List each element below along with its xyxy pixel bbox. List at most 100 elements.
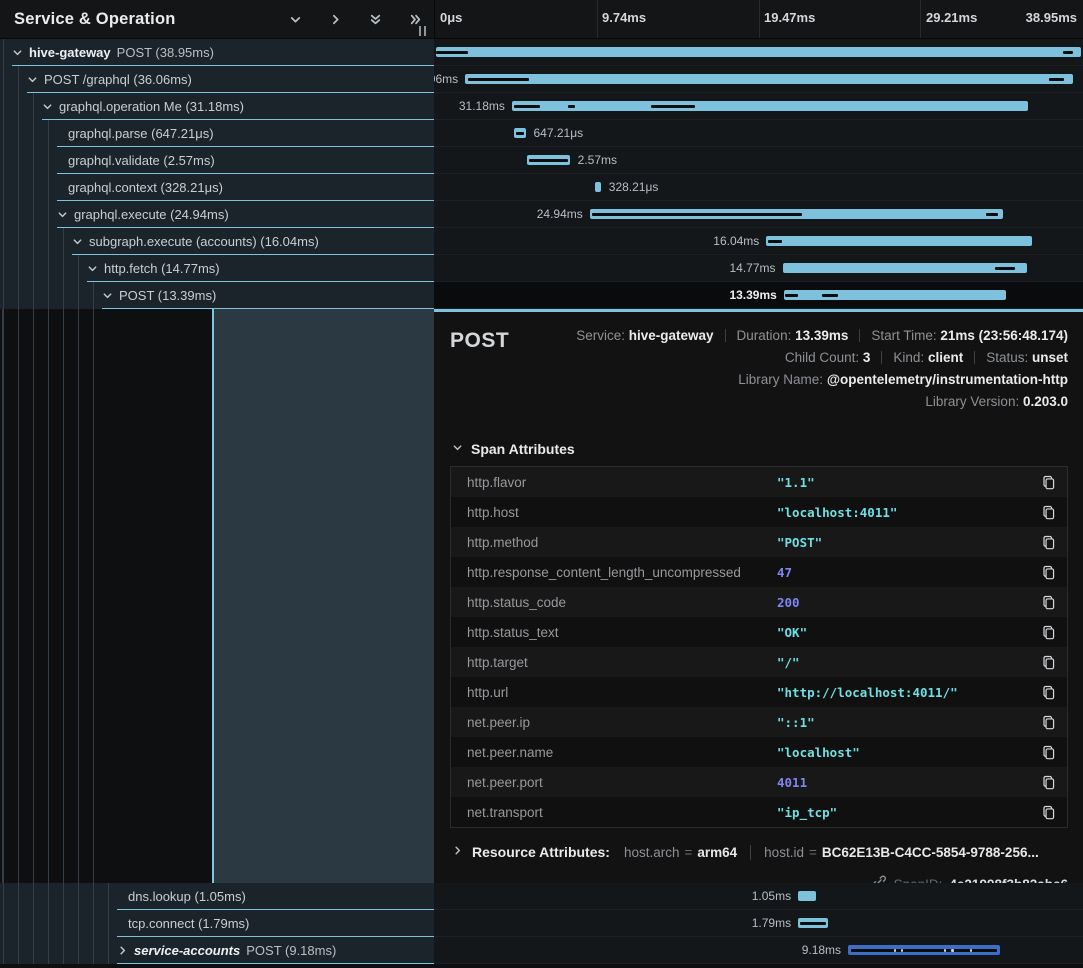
meta-value: unset [1032,350,1068,365]
span-tree-item[interactable]: tcp.connect (1.79ms) [0,910,434,937]
span-tree-item[interactable]: dns.lookup (1.05ms) [0,883,434,910]
indent-guides [0,910,117,937]
span-duration-bar[interactable] [436,47,1081,57]
span-tree-item[interactable]: http.fetch (14.77ms) [0,255,434,282]
span-tree-item[interactable]: POST (13.39ms) [0,282,434,309]
copy-icon[interactable] [1037,711,1059,733]
duration-label: 2.57ms [578,153,617,167]
span-tree-item[interactable]: subgraph.execute (accounts) (16.04ms) [0,228,434,255]
indent-guides [0,255,87,282]
trace-viewer: Service & Operation 0μs9.74ms19.47ms29.2… [0,0,1083,968]
child-span-mark [436,51,468,54]
indent-guides [0,93,42,120]
link-icon[interactable] [872,874,887,883]
span-tree-item[interactable]: POST /graphql (36.06ms) [0,66,434,93]
copy-icon[interactable] [1037,771,1059,793]
copy-icon[interactable] [1037,681,1059,703]
span-timeline-cell[interactable]: 2.57ms [434,147,1083,174]
copy-icon[interactable] [1037,651,1059,673]
attribute-value: 200 [777,595,1037,610]
attribute-value: "localhost" [777,745,1037,760]
span-duration-bar[interactable] [798,891,816,901]
span-duration-bar[interactable] [527,155,570,165]
meta-value: 0.203.0 [1023,394,1068,409]
span-timeline-cell[interactable]: 9.18ms [434,937,1083,964]
expand-one-icon[interactable] [322,6,348,32]
span-duration-bar[interactable] [590,209,1003,219]
attribute-value: "POST" [777,535,1037,550]
copy-icon[interactable] [1037,561,1059,583]
span-label-area: http.fetch (14.77ms) [87,255,434,282]
copy-icon[interactable] [1037,621,1059,643]
span-timeline-cell[interactable] [434,39,1083,66]
attribute-value: "::1" [777,715,1037,730]
span-tree-item[interactable]: service-accountsPOST (9.18ms) [0,937,434,964]
collapse-one-icon[interactable] [282,6,308,32]
chevron-down-icon[interactable] [27,74,38,85]
meta-value: @opentelemetry/instrumentation-http [827,372,1068,387]
indent-guides [0,282,102,309]
span-tree-item[interactable]: graphql.parse (647.21μs) [0,120,434,147]
meta-label: Status: [986,350,1032,365]
attribute-key: net.peer.name [451,745,777,760]
detail-meta-line: Service: hive-gatewayDuration: 13.39msSt… [509,325,1068,347]
attribute-key: net.transport [451,805,777,820]
span-tree-item[interactable]: graphql.execute (24.94ms) [0,201,434,228]
span-label-area: tcp.connect (1.79ms) [117,910,434,937]
operation-name: tcp.connect (1.79ms) [128,916,249,931]
attribute-value: "http://localhost:4011/" [777,685,1037,700]
span-duration-bar[interactable] [784,290,1006,300]
span-tree-item[interactable]: graphql.validate (2.57ms) [0,147,434,174]
attribute-key: net.peer.ip [451,715,777,730]
span-duration-bar[interactable] [848,945,1000,955]
span-duration-bar[interactable] [514,128,525,138]
span-tree-item[interactable]: graphql.operation Me (31.18ms) [0,93,434,120]
span-duration-bar[interactable] [783,263,1028,273]
span-tree-item[interactable]: hive-gatewayPOST (38.95ms) [0,39,434,66]
span-timeline-cell[interactable]: 13.39ms [434,282,1083,309]
copy-icon[interactable] [1037,741,1059,763]
panel-resize-handle[interactable] [419,26,426,36]
attribute-value: "/" [777,655,1037,670]
span-timeline-cell[interactable]: 24.94ms [434,201,1083,228]
operation-name: POST (9.18ms) [246,943,336,958]
resource-attributes-row[interactable]: Resource Attributes: host.arch = arm64 h… [452,843,1068,861]
span-timeline-cell[interactable]: 14.77ms [434,255,1083,282]
span-timeline-cell[interactable]: 647.21μs [434,120,1083,147]
span-timeline-cell[interactable]: 36.06ms [434,66,1083,93]
copy-icon[interactable] [1037,591,1059,613]
chevron-down-icon[interactable] [42,101,53,112]
span-duration-bar[interactable] [465,74,1073,84]
chevron-down-icon[interactable] [72,236,83,247]
span-duration-bar[interactable] [512,101,1029,111]
span-label-area: graphql.parse (647.21μs) [57,120,434,147]
span-timeline-cell[interactable]: 16.04ms [434,228,1083,255]
span-duration-bar[interactable] [595,182,601,192]
copy-icon[interactable] [1037,531,1059,553]
collapse-all-icon[interactable] [362,6,388,32]
chevron-down-icon[interactable] [57,209,68,220]
ruler-tick-label: 9.74ms [602,10,646,25]
copy-icon[interactable] [1037,501,1059,523]
span-row: graphql.execute (24.94ms)24.94ms [0,201,1083,228]
span-tree-item[interactable]: graphql.context (328.21μs) [0,174,434,201]
operation-name: POST /graphql (36.06ms) [44,72,192,87]
span-duration-bar[interactable] [798,918,828,928]
span-timeline-cell[interactable]: 1.79ms [434,910,1083,937]
duration-label: 328.21μs [609,180,659,194]
copy-icon[interactable] [1037,801,1059,823]
chevron-down-icon[interactable] [12,47,23,58]
span-duration-bar[interactable] [766,236,1031,246]
ruler-tick-label: 19.47ms [764,10,815,25]
chevron-right-icon[interactable] [117,945,128,956]
chevron-down-icon[interactable] [102,290,113,301]
meta-label: Child Count: [785,350,863,365]
copy-icon[interactable] [1037,471,1059,493]
span-timeline-cell[interactable]: 1.05ms [434,883,1083,910]
span-attributes-header[interactable]: Span Attributes [452,440,1068,458]
selected-span-region[interactable] [212,309,434,883]
chevron-down-icon[interactable] [87,263,98,274]
span-timeline-cell[interactable]: 31.18ms [434,93,1083,120]
span-timeline-cell[interactable]: 328.21μs [434,174,1083,201]
child-span-mark [800,922,826,925]
